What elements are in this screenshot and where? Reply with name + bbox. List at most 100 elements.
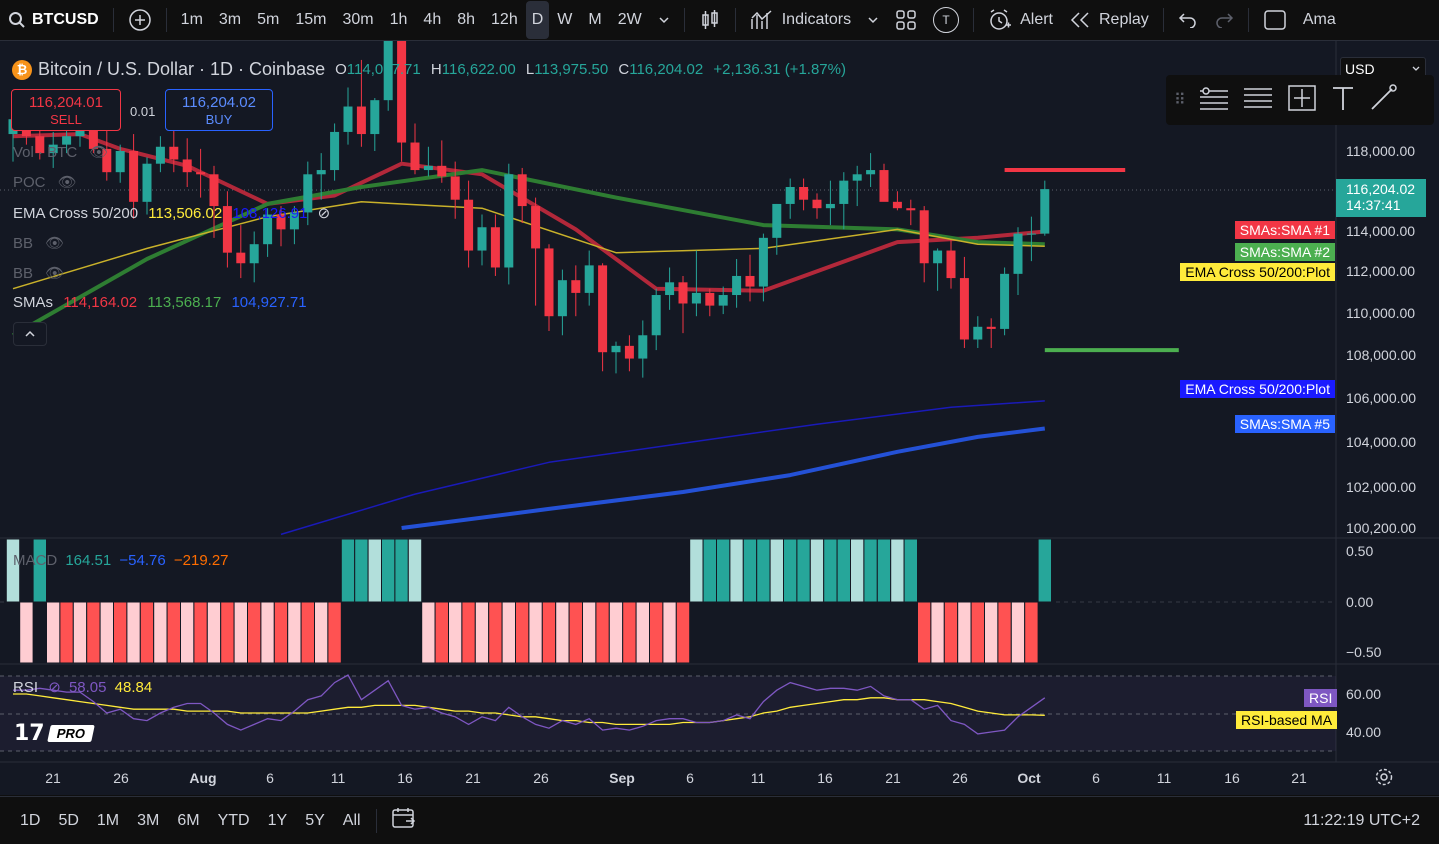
range-5y[interactable]: 5Y xyxy=(305,811,325,829)
macd-bar xyxy=(46,601,61,664)
macd-label: MACD xyxy=(13,552,58,569)
chart-type-button[interactable] xyxy=(691,0,729,40)
chart-title[interactable]: Bitcoin / U.S. Dollar · 1D · Coinbase xyxy=(38,59,326,79)
tv-logo-icon: 17 xyxy=(14,720,45,746)
text-tool-icon[interactable] xyxy=(1330,83,1356,118)
symbol-search[interactable]: BTCUSD xyxy=(0,0,107,40)
eye-off-icon[interactable]: 👁 xyxy=(89,144,109,161)
candle-body xyxy=(584,265,594,293)
current-price: 116,204.02 xyxy=(1346,181,1416,197)
eye-off-icon[interactable]: 👁 xyxy=(45,235,65,252)
ema-cross-value-2: 108,126.91 xyxy=(232,205,308,222)
range-5d[interactable]: 5D xyxy=(58,811,79,829)
overlay-3 xyxy=(280,400,1045,536)
chart-area[interactable] xyxy=(0,41,1439,795)
chart-canvas[interactable] xyxy=(0,41,1439,795)
measure-icon[interactable] xyxy=(1286,83,1318,118)
drag-handle-icon[interactable]: ⠿ xyxy=(1174,92,1186,109)
interval-30m[interactable]: 30m xyxy=(342,11,374,28)
ema-cross-legend[interactable]: EMA Cross 50/200 113,506.02 108,126.91 ⊘ xyxy=(13,204,330,222)
current-price-label[interactable]: 116,204.02 14:37:41 xyxy=(1336,179,1426,217)
compare-button[interactable] xyxy=(120,0,160,40)
eye-off-icon[interactable]: 👁 xyxy=(57,174,77,191)
clock[interactable]: 11:22:19 UTC+2 xyxy=(1303,811,1420,829)
interval-12h[interactable]: 12h xyxy=(491,11,518,28)
macd-tick-label: 0.50 xyxy=(1346,543,1374,559)
fullscreen-button[interactable] xyxy=(1255,0,1295,40)
fib-retracement-icon[interactable] xyxy=(1242,83,1274,118)
range-1y[interactable]: 1Y xyxy=(267,811,288,829)
interval-5m[interactable]: 5m xyxy=(257,11,280,28)
range-all[interactable]: All xyxy=(342,811,361,829)
candles-icon xyxy=(701,10,718,29)
indicators-button[interactable]: Indicators xyxy=(742,0,859,40)
macd-bar xyxy=(126,601,141,664)
time-tick-label: Aug xyxy=(189,770,217,786)
undo-button[interactable] xyxy=(1170,0,1206,40)
time-tick-label: 16 xyxy=(397,770,413,786)
candle-body xyxy=(450,176,460,200)
layouts-button[interactable] xyxy=(887,0,925,40)
trend-lines-icon[interactable] xyxy=(1198,83,1230,118)
candle-body xyxy=(906,208,916,211)
rsi-line xyxy=(13,674,1046,735)
vol-legend[interactable]: Vol · BTC 👁 xyxy=(13,143,108,161)
range-3m[interactable]: 3M xyxy=(137,811,160,829)
time-tick-label: 6 xyxy=(266,770,274,786)
range-1d[interactable]: 1D xyxy=(20,811,41,829)
chart-settings-button[interactable] xyxy=(1374,767,1394,792)
alert-button[interactable]: Alert xyxy=(980,0,1061,40)
macd-bar xyxy=(823,538,838,603)
tradingview-pro-logo[interactable]: 17 PRO xyxy=(14,720,104,746)
indicators-icon xyxy=(750,10,772,29)
interval-D[interactable]: D xyxy=(525,1,550,39)
interval-8h[interactable]: 8h xyxy=(457,11,476,28)
macd-bar xyxy=(997,601,1012,664)
eye-off-icon[interactable]: ⊘ xyxy=(48,679,61,696)
price-tick-label: 106,000.00 xyxy=(1346,390,1417,406)
interval-1h[interactable]: 1h xyxy=(389,11,408,28)
replay-button[interactable]: Replay xyxy=(1061,0,1157,40)
hidden-icon[interactable]: ⊘ xyxy=(317,205,331,222)
candle-body xyxy=(88,119,98,149)
range-1m[interactable]: 1M xyxy=(96,811,120,829)
poc-legend[interactable]: POC 👁 xyxy=(13,173,77,191)
interval-3m[interactable]: 3m xyxy=(218,11,242,28)
macd-value-1: 164.51 xyxy=(65,552,112,569)
brush-icon[interactable] xyxy=(1368,83,1398,118)
bb2-legend[interactable]: BB 👁 xyxy=(13,264,64,282)
macd-bar xyxy=(367,538,383,603)
eye-off-icon[interactable]: 👁 xyxy=(45,265,65,282)
interval-2W[interactable]: 2W xyxy=(617,11,642,28)
buy-button[interactable]: 116,204.02 BUY xyxy=(165,89,273,131)
collapse-legend-button[interactable] xyxy=(13,322,47,346)
macd-bar xyxy=(863,538,878,603)
smas-legend[interactable]: SMAs 114,164.02 113,568.17 104,927.71 xyxy=(13,294,307,311)
interval-M[interactable]: M xyxy=(588,11,602,28)
account-name[interactable]: Ama xyxy=(1302,11,1336,28)
redo-button[interactable] xyxy=(1206,0,1242,40)
macd-bar xyxy=(622,601,637,664)
interval-dropdown[interactable] xyxy=(650,0,678,40)
go-to-date-button[interactable] xyxy=(383,806,425,835)
macd-bar xyxy=(555,601,570,664)
macd-legend[interactable]: MACD 164.51 −54.76 −219.27 xyxy=(13,552,229,569)
macd-bar xyxy=(528,601,543,664)
bb1-label: BB xyxy=(13,235,34,252)
candle-body xyxy=(799,187,809,200)
indicators-dropdown[interactable] xyxy=(859,0,887,40)
range-6m[interactable]: 6M xyxy=(177,811,200,829)
overlay-1 xyxy=(12,168,1045,338)
rsi-legend[interactable]: RSI ⊘ 58.05 48.84 xyxy=(13,678,152,696)
interval-1m[interactable]: 1m xyxy=(180,11,203,28)
range-ytd[interactable]: YTD xyxy=(217,811,250,829)
interval-4h[interactable]: 4h xyxy=(423,11,442,28)
interval-15m[interactable]: 15m xyxy=(295,11,327,28)
templates-button[interactable]: T xyxy=(925,0,967,40)
sell-button[interactable]: 116,204.01 SELL xyxy=(11,89,121,131)
bb1-legend[interactable]: BB 👁 xyxy=(13,234,64,252)
candle-body xyxy=(423,165,433,171)
candle-body xyxy=(745,275,755,287)
candle-body xyxy=(1040,189,1050,234)
interval-W[interactable]: W xyxy=(557,11,573,28)
